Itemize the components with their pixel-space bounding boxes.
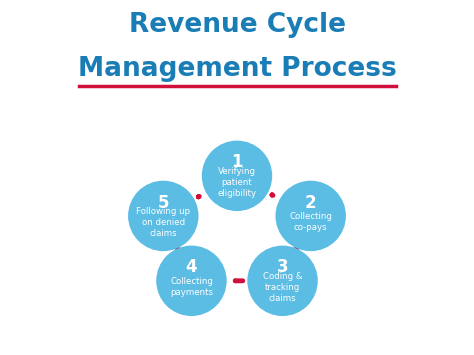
Text: 2: 2 — [305, 193, 317, 212]
Circle shape — [156, 246, 227, 316]
Text: 4: 4 — [186, 258, 197, 277]
Text: 5: 5 — [157, 193, 169, 212]
Circle shape — [128, 181, 199, 251]
Text: Following up
on denied
claims: Following up on denied claims — [136, 207, 191, 238]
Text: Collecting
payments: Collecting payments — [170, 277, 213, 297]
Circle shape — [247, 246, 318, 316]
Text: 3: 3 — [277, 258, 288, 277]
Circle shape — [275, 181, 346, 251]
Text: Collecting
co-pays: Collecting co-pays — [289, 212, 332, 232]
Text: Coding &
tracking
claims: Coding & tracking claims — [263, 272, 302, 303]
Circle shape — [202, 141, 272, 211]
FancyArrowPatch shape — [176, 246, 178, 250]
Text: Revenue Cycle: Revenue Cycle — [128, 12, 346, 38]
Text: Verifying
patient
eligibility: Verifying patient eligibility — [218, 166, 256, 198]
FancyArrowPatch shape — [198, 196, 199, 197]
Text: 1: 1 — [231, 153, 243, 171]
FancyArrowPatch shape — [296, 247, 297, 251]
Text: Management Process: Management Process — [78, 56, 396, 82]
